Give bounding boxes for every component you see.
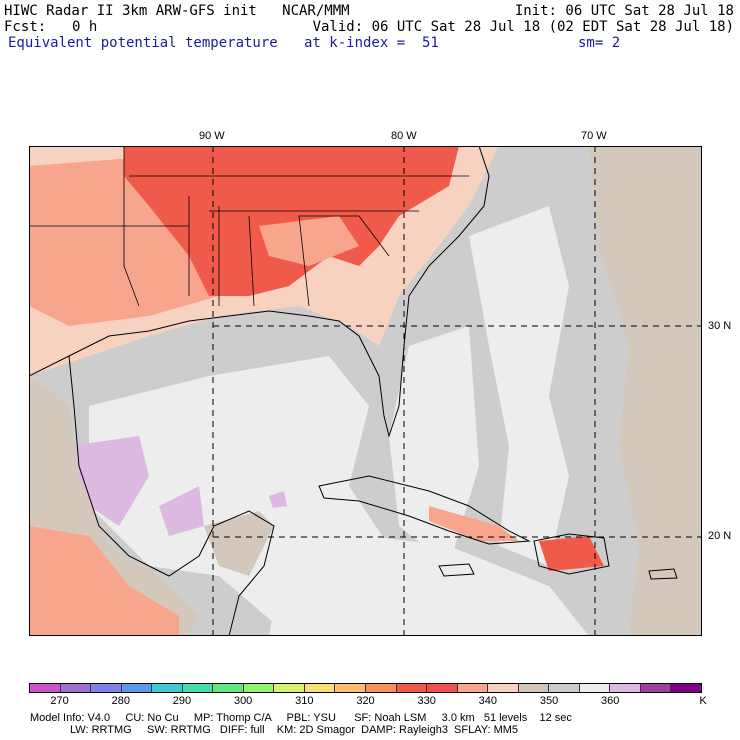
lavender-south: [159, 486, 204, 536]
colorbar-tick-label: 320: [356, 695, 375, 707]
colorbar-segment: [152, 684, 183, 692]
colorbar-segment: [335, 684, 367, 692]
colorbar-segment: [274, 684, 305, 692]
colorbar-segment: [518, 684, 550, 692]
cuba-warm: [429, 506, 519, 541]
smoothing: sm= 2: [578, 35, 621, 51]
forecast-label: Fcst:: [4, 19, 47, 35]
colorbar-segment: [549, 684, 580, 692]
model-title: HIWC Radar II 3km ARW-GFS init NCAR/MMM: [4, 3, 350, 19]
puerto-rico-outline: [648, 568, 678, 580]
map-frame: [29, 146, 702, 636]
graticule: [212, 146, 702, 636]
coastlines: [29, 146, 678, 636]
forecast-hour: 0 h: [72, 19, 98, 35]
colorbar-segment: [60, 684, 92, 692]
colorbar-segment: [488, 684, 519, 692]
colorbar-segment: [457, 684, 489, 692]
colorbar-segment: [671, 684, 702, 692]
caribbean-light: [269, 526, 589, 636]
east-atlantic-tan: [589, 146, 702, 636]
gulf-coast: [29, 146, 490, 438]
field-shading: [29, 146, 702, 636]
state-line-6: [299, 215, 390, 257]
colorbar-tick-label: 340: [478, 695, 498, 707]
colorbar-tick-label: 270: [50, 695, 69, 707]
cuba-outline: [318, 475, 531, 545]
lat-label-30n: 30 N: [708, 320, 732, 332]
colorbar-segment: [182, 684, 214, 692]
theta-e-map: [29, 146, 702, 636]
colorbar-segment: [121, 684, 153, 692]
colorbar-segment: [640, 684, 672, 692]
yucatan-land: [204, 511, 274, 576]
colorbar-tick-label: 360: [601, 695, 620, 707]
colorbar-segment: [396, 684, 428, 692]
colorbar-tick-label: 300: [233, 695, 253, 707]
state-line-4: [248, 215, 255, 307]
colorbar-segment: [91, 684, 122, 692]
init-time: Init: 06 UTC Sat 28 Jul 18: [514, 3, 734, 19]
colorbar-segment: [30, 684, 61, 692]
colorbar-tick-label: 330: [417, 695, 436, 707]
field-name: Equivalent potential temperature: [8, 35, 278, 51]
level-index: at k-index = 51: [304, 35, 439, 51]
colorbar-tick-label: 310: [295, 695, 314, 707]
footer-line-1: Model Info: V4.0 CU: No Cu MP: Thomp C/A…: [30, 712, 572, 724]
atlantic-light: [469, 206, 569, 566]
lat-label-20n: 20 N: [708, 530, 732, 542]
colorbar-tick-label: 290: [172, 695, 192, 707]
state-boundaries: [29, 146, 469, 307]
state-line-1: [123, 146, 140, 307]
southeast-warm-core: [259, 216, 359, 266]
colorbar-segment: [610, 684, 641, 692]
valid-time: Valid: 06 UTC Sat 28 Jul 18 (02 EDT Sat …: [312, 19, 734, 35]
lon-label-80w: 80 W: [391, 130, 417, 142]
colorbar-segment: [366, 684, 397, 692]
colorbar-segment: [427, 684, 458, 692]
colorbar-segment: [304, 684, 336, 692]
southeast-hot: [124, 146, 459, 296]
colorbar-unit: K: [699, 695, 707, 707]
colorbar-segment: [243, 684, 275, 692]
colorbar-tick-label: 280: [111, 695, 130, 707]
jamaica-outline: [438, 563, 475, 577]
atlantic-light-2: [389, 326, 479, 566]
mexico-warm: [29, 526, 179, 636]
lavender-small: [269, 491, 287, 508]
lon-label-90w: 90 W: [199, 130, 225, 142]
colorbar: [29, 683, 702, 693]
mexico-coast: [68, 355, 275, 636]
hispaniola-warm: [539, 536, 604, 571]
colorbar-tick-label: 350: [539, 695, 559, 707]
hispaniola-outline: [533, 533, 610, 575]
state-line-5: [298, 215, 310, 307]
colorbar-segment: [579, 684, 611, 692]
footer-line-2: LW: RRTMG SW: RRTMG DIFF: full KM: 2D Sm…: [70, 724, 519, 736]
lon-label-70w: 70 W: [581, 130, 607, 142]
colorbar-segment: [213, 684, 244, 692]
